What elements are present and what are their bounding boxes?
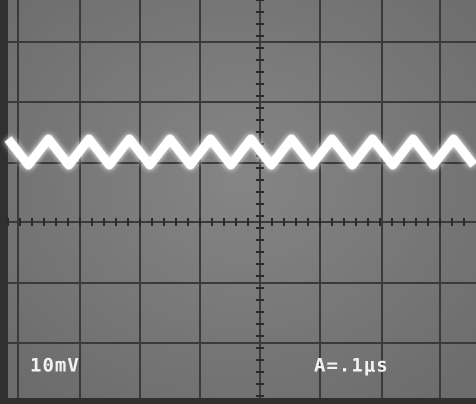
oscilloscope-screen: 10mV A=.1μs (0, 0, 476, 404)
timebase-label: A=.1μs (314, 355, 389, 377)
vertical-scale-label: 10mV (30, 355, 80, 377)
screen-area (8, 0, 476, 398)
page: 10mV A=.1μs (() => { const data = JSON.p… (0, 0, 476, 404)
